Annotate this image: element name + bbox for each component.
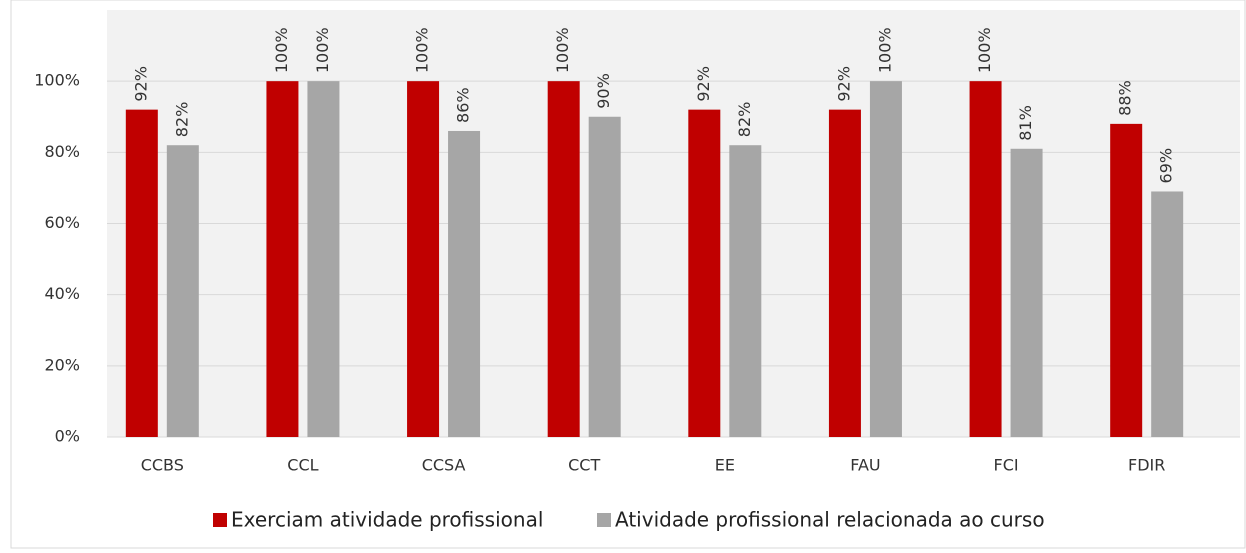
legend-label: Exerciam atividade profissional: [231, 508, 543, 532]
bar: [547, 81, 580, 438]
bar: [448, 130, 481, 437]
data-label: 82%: [172, 102, 191, 138]
y-tick-label: 80%: [44, 142, 80, 161]
bar: [407, 81, 440, 438]
x-tick-label: FDIR: [1128, 456, 1165, 475]
bar: [166, 145, 199, 437]
bar: [729, 145, 762, 437]
x-tick-label: CCBS: [141, 456, 184, 475]
data-label: 88%: [1116, 80, 1135, 116]
x-tick-label: EE: [715, 456, 735, 475]
y-tick-label: 40%: [44, 284, 80, 303]
bar: [307, 81, 340, 438]
data-label: 86%: [454, 87, 473, 123]
x-tick-label: CCT: [568, 456, 600, 475]
data-label: 92%: [694, 66, 713, 102]
bar: [266, 81, 299, 438]
x-tick-label: CCL: [287, 456, 318, 475]
data-label: 100%: [313, 27, 332, 73]
data-label: 82%: [735, 102, 754, 138]
legend-swatch: [597, 513, 611, 527]
bar: [688, 109, 721, 437]
legend-label: Atividade profissional relacionada ao cu…: [615, 508, 1045, 532]
data-label: 100%: [272, 27, 291, 73]
bar: [969, 81, 1002, 438]
legend: Exerciam atividade profissional Atividade…: [213, 508, 1045, 532]
x-tick-label: CCSA: [422, 456, 466, 475]
data-label: 100%: [553, 27, 572, 73]
data-label: 100%: [413, 27, 432, 73]
bar: [1110, 123, 1143, 437]
data-label: 92%: [131, 66, 150, 102]
bar: [869, 81, 902, 438]
bar: [588, 116, 621, 437]
y-tick-label: 0%: [55, 427, 80, 446]
data-label: 100%: [875, 27, 894, 73]
legend-swatch: [213, 513, 227, 527]
data-label: 100%: [975, 27, 994, 73]
y-tick-label: 60%: [44, 213, 80, 232]
bar: [1010, 148, 1043, 437]
data-label: 90%: [594, 73, 613, 109]
y-tick-label: 100%: [34, 71, 80, 90]
data-label: 81%: [1016, 105, 1035, 141]
y-tick-label: 20%: [44, 355, 80, 374]
data-label: 69%: [1157, 148, 1176, 184]
x-tick-label: FAU: [850, 456, 880, 475]
bar: [125, 109, 158, 437]
x-tick-label: FCI: [994, 456, 1019, 475]
data-label: 92%: [834, 66, 853, 102]
bar: [828, 109, 861, 437]
bar: [1151, 191, 1184, 437]
